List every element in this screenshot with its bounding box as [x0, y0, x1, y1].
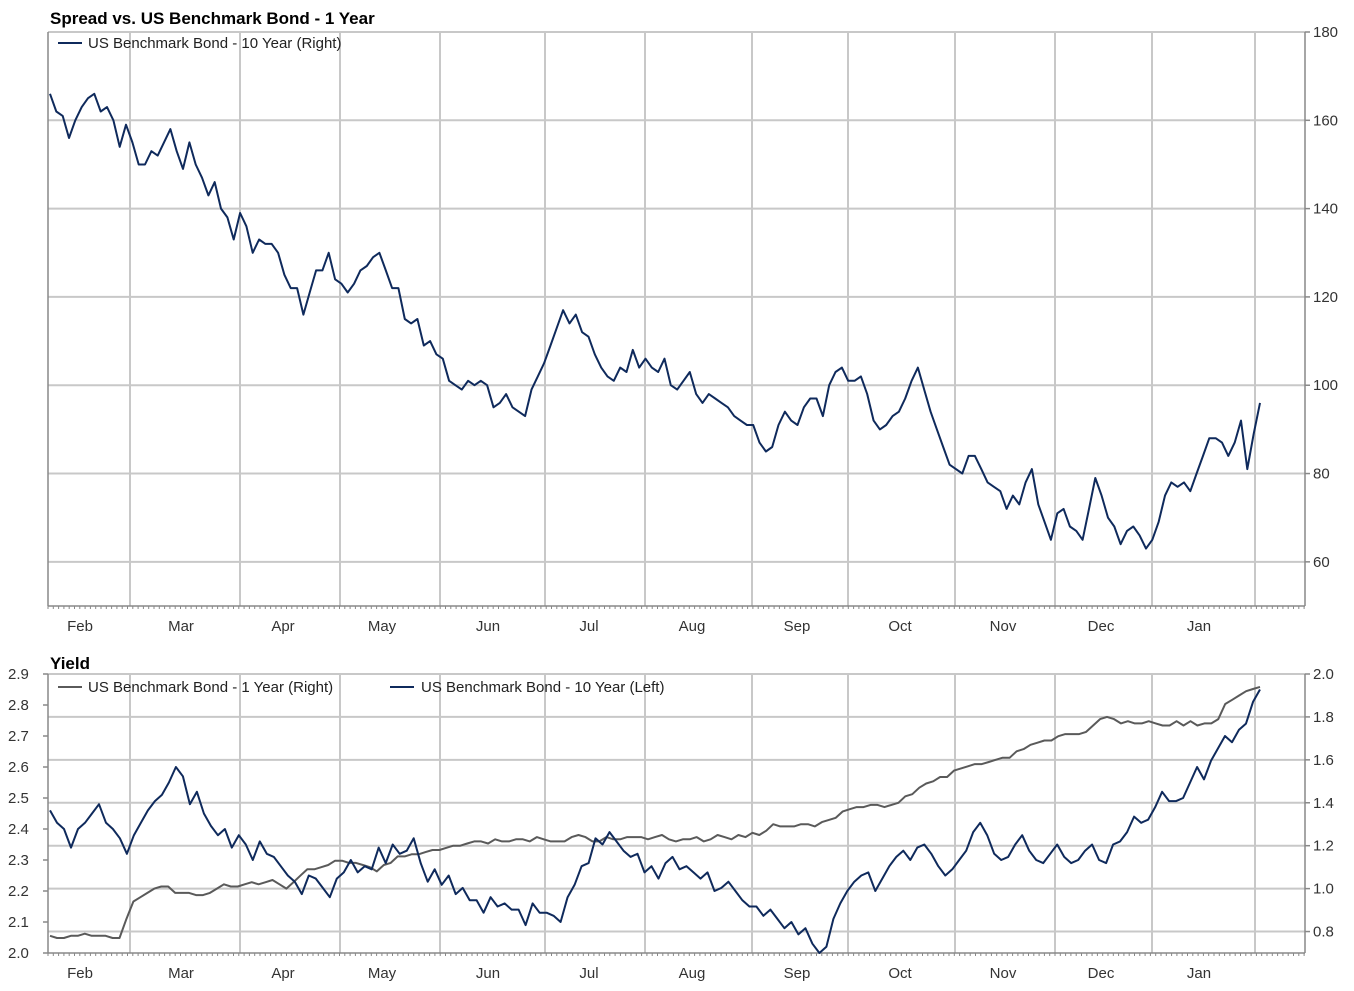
y-tick-label: 2.0	[1313, 666, 1334, 683]
y-tick-label: 120	[1313, 289, 1338, 306]
x-tick-label: May	[368, 965, 397, 982]
y-tick-label: 2.9	[8, 666, 29, 683]
x-tick-label: May	[368, 618, 397, 635]
yield-frame	[47, 674, 1306, 956]
x-tick-label: Jun	[476, 618, 500, 635]
y-tick-label: 1.8	[1313, 709, 1334, 726]
yield-panel: Yield Feb Mar Apr May Jun Jul Aug Sep Oct Nov Dec J…	[8, 654, 1334, 982]
yield-gridlines	[48, 673, 1305, 953]
x-tick-label: Dec	[1088, 618, 1115, 635]
spread-y-ticks: 60 80 100 120 140 160 180	[1305, 24, 1338, 571]
x-tick-label: Dec	[1088, 965, 1115, 982]
legend-label-1y: US Benchmark Bond - 1 Year (Right)	[88, 679, 333, 696]
x-tick-label: Sep	[784, 965, 811, 982]
yield-chart-title: Yield	[50, 654, 90, 673]
y-tick-label: 2.1	[8, 914, 29, 931]
series-line-0	[49, 92, 1261, 550]
x-tick-label: Mar	[168, 618, 194, 635]
x-tick-label: Aug	[679, 965, 706, 982]
spread-frame	[47, 32, 1306, 609]
y-tick-label: 2.0	[8, 945, 29, 962]
y-tick-label: 140	[1313, 201, 1338, 218]
x-tick-label: Jul	[579, 965, 598, 982]
y-tick-label: 60	[1313, 554, 1330, 571]
x-tick-label: Aug	[679, 618, 706, 635]
yield-right-y-ticks: 0.8 1.0 1.2 1.4 1.6 1.8 2.0	[1305, 666, 1334, 941]
spread-panel: Spread vs. US Benchmark Bond - 1 Year Fe…	[47, 9, 1338, 635]
x-tick-label: Jun	[476, 965, 500, 982]
y-tick-label: 180	[1313, 24, 1338, 41]
y-tick-label: 2.5	[8, 790, 29, 807]
spread-legend: US Benchmark Bond - 10 Year (Right)	[58, 35, 341, 52]
yield-legend: US Benchmark Bond - 1 Year (Right) US Be…	[58, 679, 664, 696]
x-tick-label: Nov	[990, 965, 1017, 982]
y-tick-label: 1.4	[1313, 795, 1334, 812]
yield-left-y-ticks: 2.0 2.1 2.2 2.3 2.4 2.5 2.6 2.7 2.8 2.9	[8, 666, 48, 962]
x-tick-label: Jan	[1187, 618, 1211, 635]
x-tick-label: Nov	[990, 618, 1017, 635]
x-tick-label: Jan	[1187, 965, 1211, 982]
spread-gridlines	[48, 31, 1305, 606]
series-line-0	[49, 685, 1261, 939]
spread-series	[49, 92, 1261, 550]
spread-chart-title: Spread vs. US Benchmark Bond - 1 Year	[50, 9, 375, 28]
legend-label-10y: US Benchmark Bond - 10 Year (Right)	[88, 35, 341, 52]
x-tick-label: Oct	[888, 618, 912, 635]
x-tick-label: Oct	[888, 965, 912, 982]
y-tick-label: 2.6	[8, 759, 29, 776]
series-line-1	[49, 689, 1261, 954]
y-tick-label: 1.6	[1313, 752, 1334, 769]
y-tick-label: 0.8	[1313, 924, 1334, 941]
x-tick-label: Apr	[271, 965, 294, 982]
x-tick-label: Jul	[579, 618, 598, 635]
y-tick-label: 2.8	[8, 697, 29, 714]
x-tick-label: Sep	[784, 618, 811, 635]
x-tick-label: Apr	[271, 618, 294, 635]
yield-series	[49, 685, 1261, 954]
y-tick-label: 160	[1313, 112, 1338, 129]
y-tick-label: 2.3	[8, 852, 29, 869]
y-tick-label: 2.4	[8, 821, 29, 838]
x-tick-label: Feb	[67, 965, 93, 982]
yield-x-ticks: Feb Mar Apr May Jun Jul Aug Sep Oct Nov Dec Jan	[67, 965, 1211, 982]
y-tick-label: 2.7	[8, 728, 29, 745]
spread-x-ticks: Feb Mar Apr May Jun Jul Aug Sep Oct Nov Dec Jan	[67, 618, 1211, 635]
y-tick-label: 1.0	[1313, 881, 1334, 898]
y-tick-label: 2.2	[8, 883, 29, 900]
legend-label-10y-left: US Benchmark Bond - 10 Year (Left)	[421, 679, 664, 696]
y-tick-label: 80	[1313, 466, 1330, 483]
x-tick-label: Feb	[67, 618, 93, 635]
x-tick-label: Mar	[168, 965, 194, 982]
y-tick-label: 1.2	[1313, 838, 1334, 855]
y-tick-label: 100	[1313, 377, 1338, 394]
